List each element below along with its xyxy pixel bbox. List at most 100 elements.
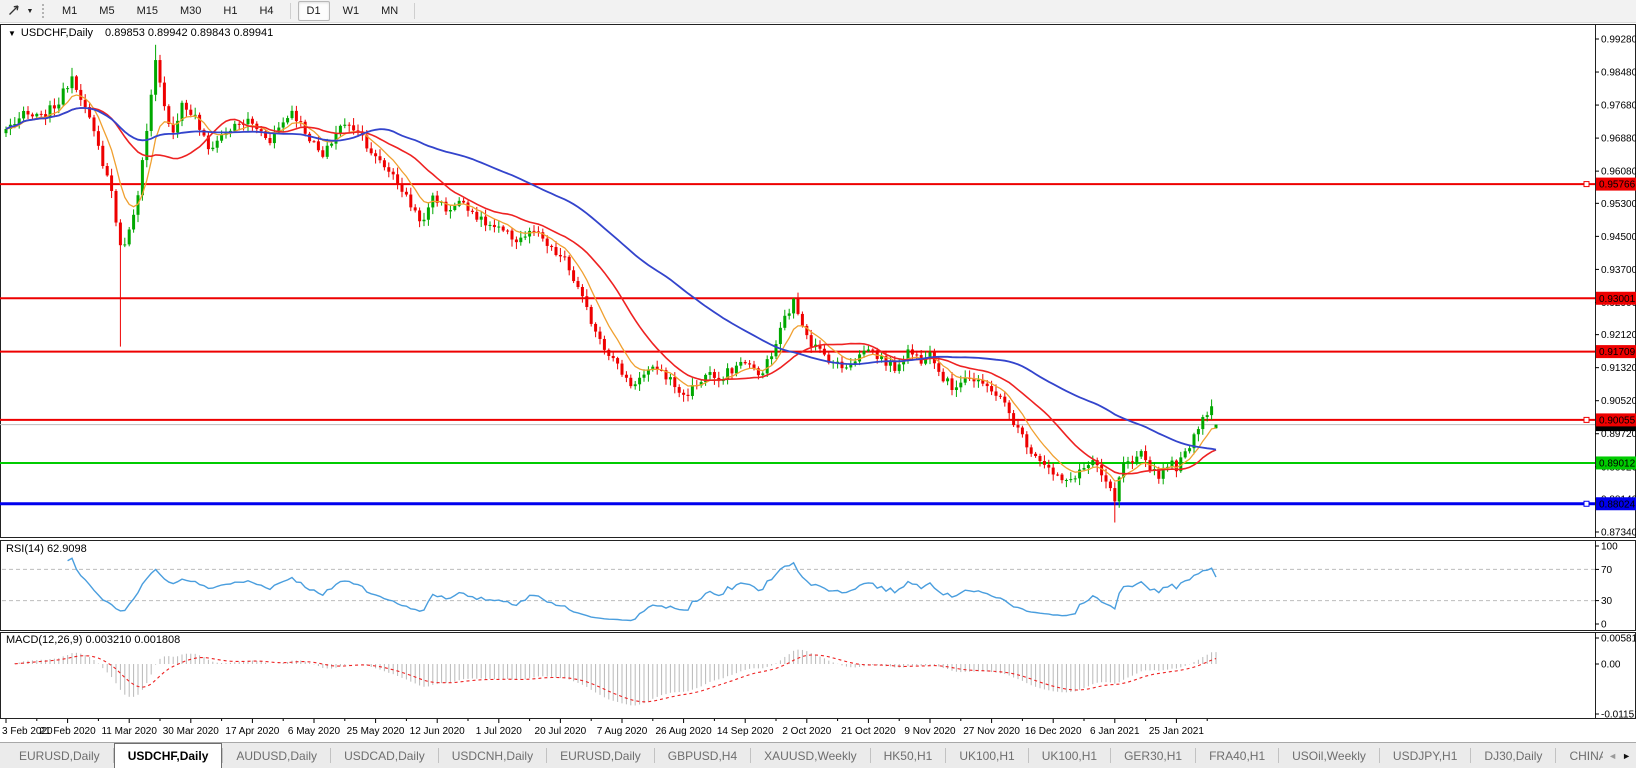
svg-text:0.005818: 0.005818 [1601, 633, 1636, 644]
level-drag-handle[interactable] [1583, 181, 1590, 188]
chart-tabs: EURUSD,Daily USDCHF,Daily AUDUSD,Daily USDC… [6, 743, 1636, 768]
svg-text:0: 0 [1601, 620, 1607, 631]
macd-pane [0, 632, 1636, 719]
tab-xauusd-weekly[interactable]: XAUUSD,Weekly [764, 748, 857, 763]
timeframe-button-M30[interactable]: M30 [179, 5, 202, 17]
timeframe-button-M5[interactable]: M5 [99, 5, 115, 17]
macd-signal-line [14, 654, 1217, 703]
tool-dropdown-button[interactable]: ▼ [24, 2, 36, 20]
tab-usdcad-daily[interactable]: USDCAD,Daily [344, 748, 425, 763]
axis-price-labels: 0.899410.957660.930010.917090.900550.890… [1583, 177, 1636, 511]
svg-text:0.93001: 0.93001 [1599, 294, 1636, 305]
level-price-label [1596, 345, 1636, 359]
price-pane [0, 24, 1636, 538]
rsi-line [67, 557, 1217, 622]
date-tick-label: 2 Oct 2020 [782, 726, 831, 737]
tab-divider [1027, 748, 1029, 763]
tab-dj30-daily[interactable]: DJ30,Daily [1484, 748, 1543, 763]
timeframe-button-H1[interactable]: H1 [223, 5, 238, 17]
date-tick-label: 11 Mar 2020 [101, 726, 157, 737]
tab-divider [222, 748, 224, 763]
timeframe-button-M1[interactable]: M1 [62, 5, 78, 17]
timeframe-button-D1[interactable]: D1 [297, 1, 330, 21]
toolbar-separator [414, 3, 416, 19]
date-tick-label: 21 Feb 2020 [40, 726, 97, 737]
date-tick-label: 20 Jul 2020 [535, 726, 587, 737]
tab-divider [1555, 748, 1557, 763]
svg-text:0.90520: 0.90520 [1601, 396, 1636, 407]
timeframe-button-W1[interactable]: W1 [342, 5, 360, 17]
candlesticks [4, 44, 1218, 523]
tab-divider [1110, 748, 1112, 763]
chart-ohlc-values: 0.89853 0.89942 0.89843 0.89941 [105, 27, 274, 39]
svg-text:0.88024: 0.88024 [1599, 499, 1636, 510]
date-tick-label: 6 May 2020 [288, 726, 341, 737]
tab-usoil-weekly[interactable]: USOil,Weekly [1292, 748, 1366, 763]
tab-gbpusd-h4[interactable]: GBPUSD,H4 [667, 748, 738, 763]
tab-divider [750, 748, 752, 763]
tab-divider [330, 748, 332, 763]
svg-text:0.99280: 0.99280 [1601, 35, 1636, 46]
date-tick-label: 12 Jun 2020 [410, 726, 465, 737]
toolbar-separator [289, 3, 291, 19]
ma-slow-line [5, 107, 1217, 451]
tabs-scroll-right-button[interactable]: ► [1622, 751, 1631, 761]
svg-text:0.91709: 0.91709 [1599, 347, 1636, 358]
date-tick-label: 30 Mar 2020 [163, 726, 220, 737]
level-price-label [1596, 456, 1636, 470]
tabs-scroll-buttons: ◄ ► [1603, 744, 1636, 768]
svg-text:0.89720: 0.89720 [1601, 429, 1636, 440]
svg-text:0.93700: 0.93700 [1601, 265, 1636, 276]
tab-fra40-h1[interactable]: FRA40,H1 [1209, 748, 1266, 763]
date-tick-label: 6 Jan 2021 [1090, 726, 1140, 737]
chart-symbol-title: USDCHF,Daily [20, 27, 94, 39]
tab-divider [653, 748, 655, 763]
timeframe-buttons: M1 M5 M15 M30 H1 H4 D1 W1 MN [51, 0, 420, 22]
tab-divider [112, 748, 114, 763]
tab-usdjpy-h1[interactable]: USDJPY,H1 [1392, 748, 1458, 763]
chart-menu-caret-icon[interactable]: ▼ [8, 29, 16, 38]
timeframe-button-M15[interactable]: M15 [136, 5, 158, 17]
svg-text:0.89012: 0.89012 [1599, 458, 1636, 469]
date-tick-label: 7 Aug 2020 [597, 726, 648, 737]
level-drag-handle[interactable] [1583, 416, 1590, 423]
svg-text:0.97680: 0.97680 [1601, 101, 1636, 112]
date-tick-label: 14 Sep 2020 [717, 726, 774, 737]
date-tick-label: 16 Dec 2020 [1025, 726, 1082, 737]
ma-mid-line [5, 107, 1217, 475]
tab-ger30-h1[interactable]: GER30,H1 [1124, 748, 1183, 763]
tab-hk50-h1[interactable]: HK50,H1 [883, 748, 933, 763]
svg-text:100: 100 [1601, 542, 1618, 553]
chart-window[interactable]: ▼ USDCHF,Daily 0.89853 0.89942 0.89843 0.8… [0, 23, 1636, 742]
tab-audusd-daily[interactable]: AUDUSD,Daily [236, 748, 318, 763]
tab-eurusd-daily[interactable]: EURUSD,Daily [19, 748, 100, 763]
tab-uk100-h1[interactable]: UK100,H1 [1041, 748, 1098, 763]
moving-averages [5, 94, 1217, 482]
horizontal-levels [0, 183, 1595, 506]
timeframe-button-H4[interactable]: H4 [259, 5, 274, 17]
svg-text:0.90055: 0.90055 [1599, 415, 1636, 426]
tabs-scroll-left-button[interactable]: ◄ [1608, 751, 1617, 761]
level-price-label [1596, 497, 1636, 511]
draw-tool-button[interactable] [4, 2, 24, 20]
ma-fast-line [5, 94, 1217, 482]
tab-usdchf-daily[interactable]: USDCHF,Daily [113, 743, 223, 768]
tab-uk100-h1[interactable]: UK100,H1 [959, 748, 1015, 763]
level-drag-handle[interactable] [1583, 500, 1590, 507]
date-tick-label: 3 Feb 2020 [2, 726, 53, 737]
tab-eurusd-daily[interactable]: EURUSD,Daily [560, 748, 641, 763]
tab-usdcnh-daily[interactable]: USDCNH,Daily [451, 748, 534, 763]
svg-text:0.87340: 0.87340 [1601, 528, 1636, 539]
chart-tabs-bar: EURUSD,Daily USDCHF,Daily AUDUSD,Daily USDC… [0, 742, 1636, 768]
date-tick-label: 27 Nov 2020 [963, 726, 1020, 737]
tab-divider [1195, 748, 1197, 763]
caret-down-icon: ▼ [26, 7, 34, 15]
tab-divider [546, 748, 548, 763]
date-tick-label: 9 Nov 2020 [904, 726, 956, 737]
rsi-indicator [2, 557, 1595, 622]
macd-indicator-label: MACD(12,26,9) 0.003210 0.001808 [6, 634, 181, 646]
chart-canvas: 0.99280 0.98480 0.97680 0.96880 0.96080 0.953… [0, 24, 1636, 737]
timeframe-button-MN[interactable]: MN [381, 5, 399, 17]
svg-text:70: 70 [1601, 565, 1613, 576]
timeframe-toolbar: ▼ M1 M5 M15 M30 H1 H4 D1 W1 MN [0, 0, 1636, 23]
